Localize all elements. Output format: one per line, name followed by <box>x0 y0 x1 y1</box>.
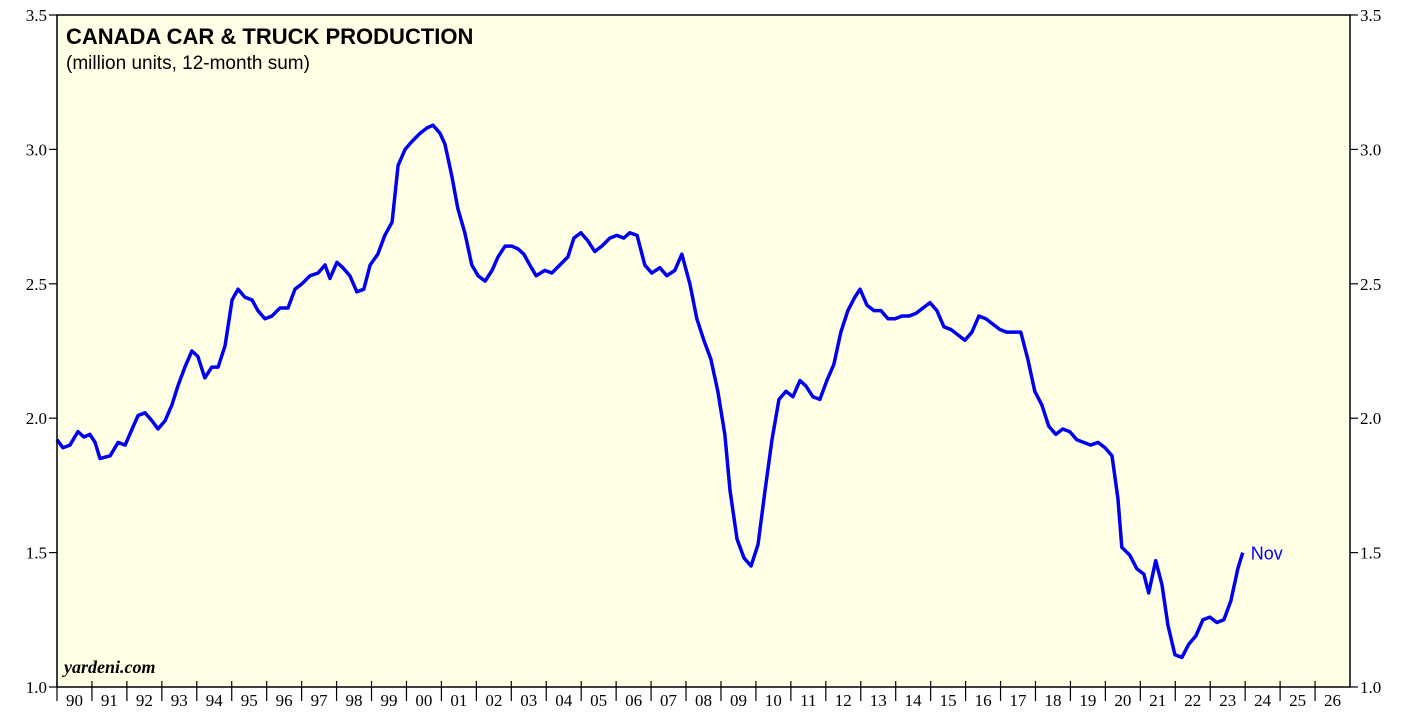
x-tick-label: 10 <box>765 691 782 710</box>
plot-border <box>56 14 1351 688</box>
y2-tick-label: 1.0 <box>1360 678 1381 697</box>
x-tick-label: 21 <box>1149 691 1166 710</box>
layer <box>55 123 1245 660</box>
x-tick-label: 12 <box>835 691 852 710</box>
x-tick-label: 95 <box>241 691 258 710</box>
x-tick-label: 17 <box>1010 691 1028 710</box>
x-tick-label: 02 <box>485 691 502 710</box>
x-tick-label: 18 <box>1044 691 1061 710</box>
y2-tick-label: 3.0 <box>1360 140 1381 159</box>
source: yardeni.com <box>62 657 156 677</box>
x-tick-label: 93 <box>171 691 188 710</box>
x-tick-label: 11 <box>800 691 816 710</box>
chart-subtitle: (million units, 12-month sum) <box>66 53 310 74</box>
x-tick-label: 07 <box>660 691 678 710</box>
x-tick-label: 97 <box>311 691 329 710</box>
x-tick-label: 26 <box>1324 691 1341 710</box>
x-tick-label: 03 <box>520 691 537 710</box>
x-tick-label: 91 <box>101 691 118 710</box>
y-tick-label: 1.0 <box>26 678 47 697</box>
x-tick-label: 23 <box>1219 691 1236 710</box>
x-tick-label: 00 <box>415 691 432 710</box>
x-tick-label: 24 <box>1254 691 1272 710</box>
x-tick-label: 01 <box>450 691 467 710</box>
plot-area <box>57 15 1350 687</box>
x-tick-label: 06 <box>625 691 642 710</box>
y-tick-label: 1.5 <box>26 544 47 563</box>
x-tick-label: 20 <box>1114 691 1131 710</box>
x-tick-label: 99 <box>380 691 397 710</box>
x-tick-label: 22 <box>1184 691 1201 710</box>
x-tick-label: 08 <box>695 691 712 710</box>
x-tick-label: 98 <box>346 691 363 710</box>
y2-tick-label: 3.5 <box>1360 6 1381 25</box>
x-tick-label: 25 <box>1289 691 1306 710</box>
annotation: Nov <box>1251 544 1283 564</box>
chart-title: CANADA CAR & TRUCK PRODUCTION <box>66 24 473 49</box>
x-tick-label: 92 <box>136 691 153 710</box>
y-tick-label: 3.5 <box>26 6 47 25</box>
x-tick-label: 04 <box>555 691 573 710</box>
x-tick-label: 16 <box>975 691 992 710</box>
y2-tick-label: 2.5 <box>1360 275 1381 294</box>
x-tick-label: 05 <box>590 691 607 710</box>
line-series <box>55 123 1245 660</box>
y2-tick-label: 1.5 <box>1360 544 1381 563</box>
x-tick-label: 14 <box>905 691 923 710</box>
y2-tick-label: 2.0 <box>1360 409 1381 428</box>
y-tick-label: 2.5 <box>26 275 47 294</box>
x-tick-label: 90 <box>66 691 83 710</box>
x-tick-label: 94 <box>206 691 224 710</box>
x-tick-label: 13 <box>870 691 887 710</box>
y-tick-label: 3.0 <box>26 140 47 159</box>
x-tick-label: 15 <box>940 691 957 710</box>
x-tick-label: 96 <box>276 691 293 710</box>
x-tick-label: 19 <box>1079 691 1096 710</box>
x-tick-label: 09 <box>730 691 747 710</box>
y-tick-label: 2.0 <box>26 409 47 428</box>
